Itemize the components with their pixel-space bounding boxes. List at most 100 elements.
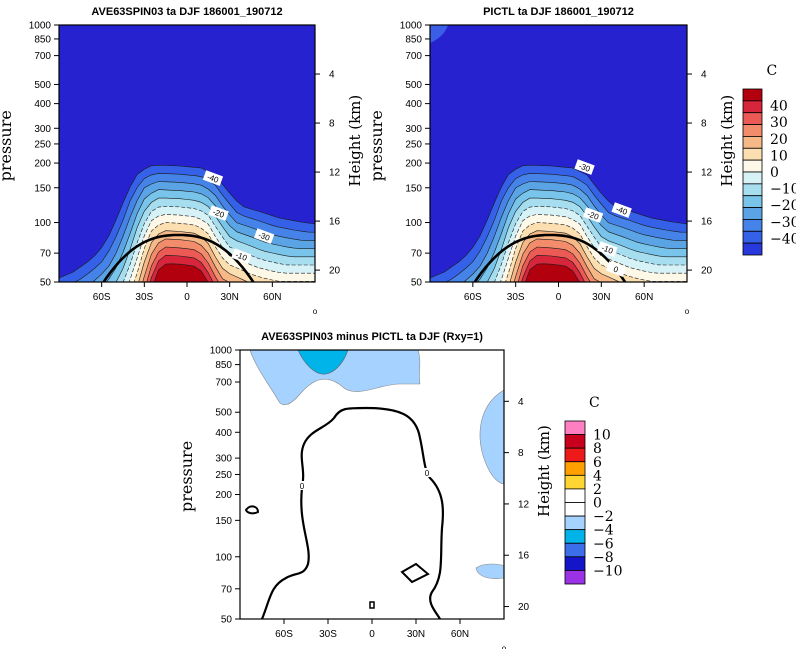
negative-anomaly-region (479, 389, 505, 485)
x-tick-label: 30N (407, 629, 425, 640)
plot-frame (239, 349, 505, 620)
colorbar-swatch (564, 556, 586, 571)
x-tick-label: 60N (263, 292, 281, 303)
y2-tick-label: 16 (701, 217, 713, 228)
y-tick-label: 850 (405, 34, 422, 45)
zero-contour (102, 233, 255, 282)
y2-tick-label: 20 (329, 266, 341, 277)
colorbar-swatch (564, 447, 586, 463)
x-tick-label: 60N (635, 292, 653, 303)
colorbar-label: 4 (593, 468, 602, 484)
x-tick-label: 30S (319, 629, 337, 640)
y-tick-label: 250 (405, 139, 422, 150)
colorbar-label: 6 (593, 455, 602, 471)
plot-frame (58, 24, 316, 283)
y-tick-label: 200 (34, 159, 51, 170)
colorbar-label: 0 (593, 496, 602, 512)
colorbar-swatch (742, 183, 763, 197)
y-tick-label: 250 (215, 470, 232, 481)
y-tick-label: 700 (215, 378, 232, 389)
y-tick-label: 400 (215, 428, 232, 439)
contour-band (525, 263, 580, 282)
chart-title: PICTL ta DJF 186001_190712 (483, 6, 634, 18)
x-tick-label: 30S (135, 292, 153, 303)
y2-tick-label: 4 (518, 397, 524, 408)
y-tick-label: 500 (34, 80, 51, 91)
y-axis-label: pressure (0, 110, 15, 181)
y-tick-label: 1000 (210, 346, 233, 357)
colorbar-label: −4 (593, 523, 614, 539)
y-tick-label: 200 (405, 159, 422, 170)
y-tick-label: 70 (40, 249, 52, 260)
x-tick-label: 30S (507, 292, 525, 303)
chart-panel-bottom: 0 0 AVE63SPIN03 minus PICTL ta DJF (Rxy=1)… (177, 331, 553, 649)
colorbar-swatch (742, 136, 763, 149)
colorbar-swatch (564, 420, 586, 435)
colorbar-swatch (742, 195, 763, 208)
y-tick-label: 1000 (400, 21, 423, 32)
y2-tick-label: 8 (329, 119, 335, 130)
contour-label: -20 (586, 209, 600, 222)
contour-label: -10 (234, 250, 248, 263)
y-tick-label: 400 (34, 99, 51, 110)
zero-contour-loop (369, 601, 375, 609)
colorbar-label: 8 (593, 441, 602, 457)
x-tick-label: 60S (464, 292, 482, 303)
y2-tick-label: 16 (329, 217, 341, 228)
y-tick-label: 700 (405, 51, 422, 62)
x-tick-label: 60S (275, 629, 293, 640)
contour-band (153, 263, 209, 282)
negative-anomaly-region (249, 349, 421, 406)
colorbar-label: −2 (593, 509, 614, 525)
colorbar-swatch (564, 461, 586, 476)
x-tick-label: 0 (556, 292, 562, 303)
zero-contour-loop (244, 505, 260, 515)
y-tick-label: 50 (411, 278, 423, 289)
plot-frame (429, 24, 688, 283)
y-tick-label: 300 (215, 454, 232, 465)
colorbar-swatch (742, 242, 763, 256)
colorbar-swatch (564, 542, 586, 558)
x-tick-label: 0 (369, 629, 375, 640)
colorbar-unit: C (589, 395, 600, 411)
y2-tick-label: 4 (329, 70, 335, 81)
colorbar-swatch (742, 171, 763, 185)
y2-axis-label: Height (km) (535, 425, 553, 517)
y-axis-label: pressure (177, 441, 196, 512)
contour-label: 0 (612, 265, 620, 275)
chart-panel-top-left: -40 -20 -30 -10 AVE63SPIN03 ta DJF 186001_19… (0, 6, 364, 316)
y-tick-label: 250 (34, 139, 51, 150)
colorbar-label: 0 (770, 165, 779, 181)
colorbar-swatch (742, 112, 763, 125)
colorbar-swatch (742, 230, 763, 244)
colorbar-label: −40 (770, 231, 796, 247)
y-tick-label: 300 (34, 124, 51, 135)
y-tick-label: 100 (215, 552, 232, 563)
colorbar-label: −8 (593, 550, 614, 566)
y2-tick-label: 4 (701, 70, 707, 81)
contour-label: -30 (577, 161, 591, 174)
y-tick-label: 850 (34, 34, 51, 45)
colorbar-swatch (742, 159, 763, 173)
colorbar-swatch (742, 147, 763, 161)
colorbar-swatch (564, 434, 586, 449)
y-tick-label: 400 (405, 99, 422, 110)
colorbar-label: −10 (770, 182, 796, 198)
y-tick-label: 70 (411, 249, 423, 260)
chart-title: AVE63SPIN03 ta DJF 186001_190712 (91, 6, 282, 18)
corner-mark: o (502, 644, 507, 649)
colorbar-unit: C (767, 63, 778, 79)
y-tick-label: 300 (405, 124, 422, 135)
contour-label: 0 (300, 482, 305, 491)
colorbar-swatch (564, 529, 586, 544)
y-tick-label: 150 (34, 183, 51, 194)
zero-contour (260, 406, 445, 620)
y-tick-label: 500 (215, 408, 232, 419)
corner-mark: o (685, 307, 690, 316)
colorbar-swatch (564, 488, 586, 503)
colorbar-label: 10 (593, 428, 611, 444)
y-tick-label: 150 (405, 183, 422, 194)
x-tick-label: 60N (451, 629, 469, 640)
